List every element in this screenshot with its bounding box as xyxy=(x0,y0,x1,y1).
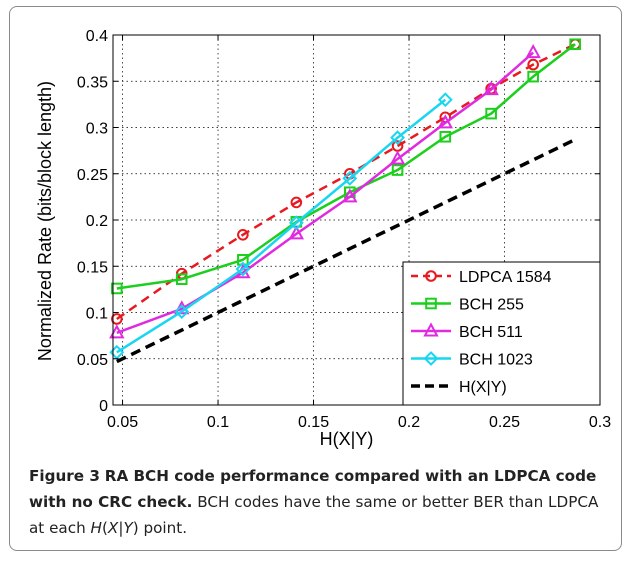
x-tick-label: 0.1 xyxy=(207,414,229,431)
caption-math-paren-close: ) xyxy=(132,519,139,537)
legend-marker xyxy=(423,351,439,366)
caption-math-paren-open: ( xyxy=(101,519,108,537)
caption-title: RA BCH code performance compared with an… xyxy=(29,467,597,511)
y-tick-label: 0.4 xyxy=(86,28,108,45)
caption-math-x: X xyxy=(107,519,119,537)
legend-label: BCH 1023 xyxy=(459,352,533,369)
legend-label: BCH 511 xyxy=(459,324,523,341)
caption-math-bar: | xyxy=(118,519,124,537)
data-point xyxy=(390,130,405,146)
caption-text-before: BCH codes have the same or better BER th… xyxy=(29,493,599,537)
legend-label: H(X|Y) xyxy=(459,379,507,396)
data-point xyxy=(483,80,499,96)
data-point xyxy=(288,225,305,240)
caption-figure-label: Figure 3 xyxy=(29,467,100,485)
y-tick-label: 0 xyxy=(99,398,108,415)
data-point xyxy=(437,114,453,129)
legend-marker xyxy=(423,322,439,337)
data-point xyxy=(235,261,251,277)
legend: LDPCA 1584 BCH 255 BCH 511 BCH 1023 H(X|Y) xyxy=(402,261,601,406)
data-point xyxy=(111,313,123,325)
data-point xyxy=(527,58,539,71)
data-point xyxy=(342,170,358,186)
data-point xyxy=(391,164,404,176)
legend-label: BCH 255 xyxy=(459,297,524,314)
data-point xyxy=(342,188,358,203)
data-point xyxy=(527,70,539,83)
data-point xyxy=(437,92,453,108)
x-tick-label: 0.2 xyxy=(398,414,420,431)
series-line xyxy=(116,137,576,364)
y-tick-label: 0.1 xyxy=(86,306,108,323)
legend-marker xyxy=(425,297,437,310)
series-line xyxy=(116,43,576,320)
data-point xyxy=(569,38,581,51)
x-tick-label: 0.3 xyxy=(589,414,611,431)
x-tick-label: 0.05 xyxy=(107,414,138,431)
series-line xyxy=(116,43,576,290)
data-point xyxy=(174,304,190,319)
data-point xyxy=(175,273,188,285)
data-point xyxy=(237,229,249,241)
y-tick-label: 0.2 xyxy=(86,213,108,230)
series-line xyxy=(116,98,447,354)
data-point xyxy=(439,130,452,143)
series-4 xyxy=(109,92,453,360)
data-point xyxy=(288,215,304,231)
x-tick-label: 0.15 xyxy=(298,414,329,431)
series-2 xyxy=(111,38,581,295)
caption-math-h: H xyxy=(90,519,102,537)
data-point xyxy=(525,43,541,59)
y-axis-label: Normalized Rate (bits/block length) xyxy=(35,81,55,361)
y-tick-label: 0.3 xyxy=(86,121,108,138)
y-tick-label: 0.35 xyxy=(77,74,108,91)
y-tick-label: 0.25 xyxy=(77,167,108,184)
series-5 xyxy=(116,137,576,364)
data-point xyxy=(485,107,497,120)
tick-labels: 0.05 0.1 0.15 0.2 0.25 0.300.050.10.150.20.25… xyxy=(77,28,611,431)
data-point xyxy=(290,196,303,209)
x-axis-label: H(X|Y) xyxy=(320,429,374,449)
data-point xyxy=(389,150,406,165)
y-tick-label: 0.05 xyxy=(77,352,108,369)
legend-label: LDPCA 1584 xyxy=(459,269,552,286)
y-tick-label: 0.15 xyxy=(77,259,108,276)
data-point xyxy=(109,324,125,339)
series-layer xyxy=(109,38,581,364)
figure-caption: Figure 3 RA BCH code performance compare… xyxy=(29,463,609,541)
caption-math-y: Y xyxy=(123,519,133,537)
x-tick-label: 0.25 xyxy=(489,414,520,431)
data-point xyxy=(111,282,123,295)
caption-text-after: point. xyxy=(138,519,188,537)
legend-marker xyxy=(425,270,437,282)
